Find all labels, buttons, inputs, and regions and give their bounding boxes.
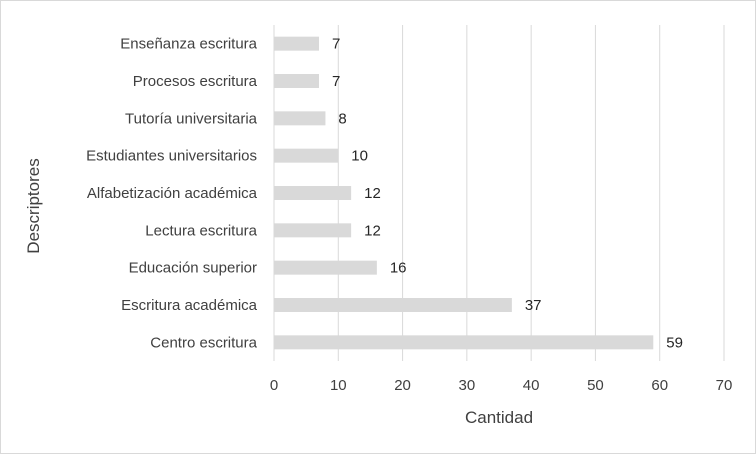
- data-label: 59: [666, 334, 683, 351]
- bar: [274, 260, 377, 275]
- x-tick-label: 50: [587, 377, 604, 394]
- x-tick-label: 30: [459, 377, 476, 394]
- category-label: Centro escritura: [150, 334, 257, 351]
- data-label: 8: [338, 110, 346, 127]
- data-label: 10: [351, 148, 368, 165]
- bar: [274, 74, 319, 88]
- x-axis-title: Cantidad: [465, 408, 533, 427]
- data-label: 7: [332, 36, 340, 53]
- y-axis-title: Descriptores: [24, 158, 43, 253]
- category-label: Escritura académica: [121, 297, 258, 314]
- x-tick-labels: 0 10 20 30 40 50 60 70: [270, 377, 733, 394]
- bar: [274, 36, 319, 51]
- category-label: Educación superior: [129, 260, 257, 277]
- x-tick-label: 70: [716, 377, 733, 394]
- data-label: 16: [390, 260, 407, 277]
- category-label: Lectura escritura: [145, 222, 257, 239]
- bar: [274, 111, 326, 126]
- x-tick-label: 10: [330, 377, 347, 394]
- category-labels: Enseñanza escritura Procesos escritura Tut…: [86, 36, 258, 352]
- category-label: Alfabetización académica: [87, 185, 258, 202]
- bars: [274, 36, 654, 350]
- x-tick-label: 40: [523, 377, 540, 394]
- category-label: Estudiantes universitarios: [86, 148, 257, 165]
- data-label: 12: [364, 185, 381, 202]
- bar: [274, 335, 654, 350]
- bar: [274, 186, 352, 200]
- data-labels: 7 7 8 10 12 12 16 37 59: [332, 36, 683, 352]
- gridlines: [273, 25, 725, 361]
- bar: [274, 148, 339, 163]
- data-label: 7: [332, 73, 340, 90]
- category-label: Procesos escritura: [133, 73, 258, 90]
- category-label: Tutoría universitaria: [125, 110, 258, 127]
- data-label: 37: [525, 297, 542, 314]
- bar: [274, 298, 512, 312]
- category-label: Enseñanza escritura: [120, 36, 257, 53]
- bar: [274, 223, 352, 238]
- x-tick-label: 60: [651, 377, 668, 394]
- data-label: 12: [364, 222, 381, 239]
- x-tick-label: 20: [394, 377, 411, 394]
- x-tick-label: 0: [270, 377, 278, 394]
